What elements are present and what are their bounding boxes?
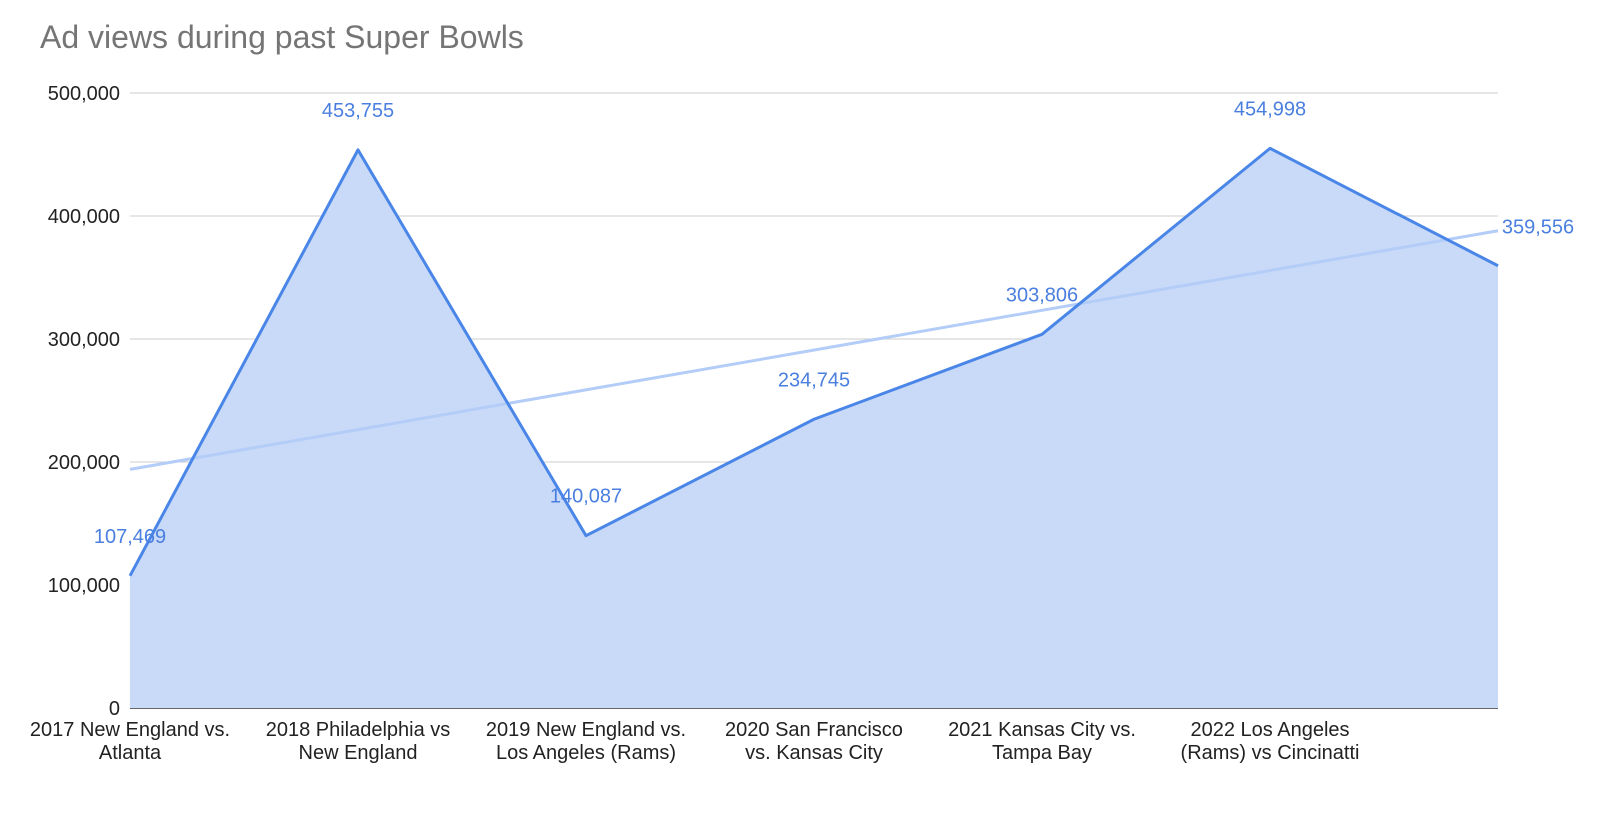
- data-label: 454,998: [1234, 98, 1306, 120]
- data-label: 107,469: [94, 526, 166, 548]
- line: [128, 146, 1499, 577]
- trendline: [129, 229, 1499, 471]
- data-label: 140,087: [550, 486, 622, 508]
- y-tick-label: 300,000: [48, 329, 120, 351]
- data-label: 303,806: [1006, 284, 1078, 306]
- area: [130, 148, 1498, 708]
- data-label: 359,556: [1502, 217, 1574, 239]
- x-tick-label: 2020 San Francisco vs. Kansas City: [725, 719, 903, 764]
- x-tick-label: 2017 New England vs. Atlanta: [30, 719, 230, 764]
- y-tick-label: 0: [109, 698, 120, 720]
- y-tick-label: 100,000: [48, 575, 120, 597]
- data-label: 234,745: [778, 369, 850, 391]
- x-tick-label: 2019 New England vs. Los Angeles (Rams): [486, 719, 686, 764]
- x-tick-label: 2018 Philadelphia vs New England: [266, 719, 451, 764]
- chart-title: Ad views during past Super Bowls: [40, 19, 524, 55]
- data-label: 453,755: [322, 100, 394, 122]
- y-tick-label: 400,000: [48, 206, 120, 228]
- x-tick-label: 2021 Kansas City vs. Tampa Bay: [948, 719, 1136, 764]
- y-tick-label: 500,000: [48, 83, 120, 105]
- y-tick-label: 200,000: [48, 452, 120, 474]
- x-tick-label: 2022 Los Angeles (Rams) vs Cincinatti: [1181, 719, 1360, 764]
